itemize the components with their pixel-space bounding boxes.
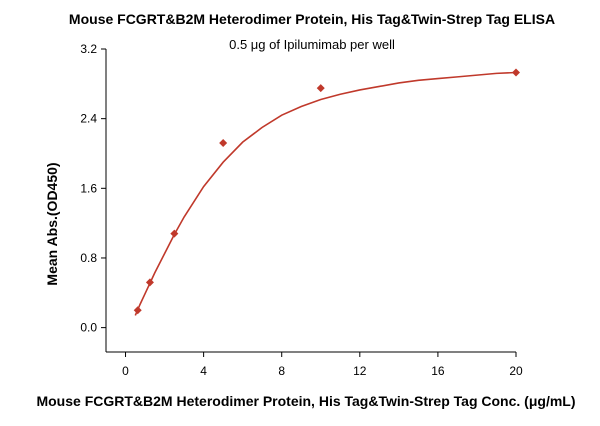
- y-tick-label: 1.6: [80, 181, 97, 195]
- data-point-marker: [512, 68, 520, 77]
- chart-title: Mouse FCGRT&B2M Heterodimer Protein, His…: [69, 11, 555, 27]
- chart-subtitle: 0.5 μg of Ipilumimab per well: [229, 37, 395, 52]
- x-tick-label: 0: [122, 364, 129, 378]
- y-axis-label: Mean Abs.(OD450): [44, 162, 60, 285]
- x-axis-ticks: 0 4 8 12 16 20: [122, 352, 523, 378]
- x-tick-label: 16: [431, 364, 445, 378]
- fit-curve: [134, 71, 517, 316]
- y-tick-label: 0.0: [80, 321, 97, 335]
- y-tick-label: 2.4: [80, 112, 97, 126]
- x-tick-label: 12: [353, 364, 367, 378]
- y-tick-label: 3.2: [80, 42, 97, 56]
- x-tick-label: 8: [278, 364, 285, 378]
- x-tick-label: 20: [509, 364, 523, 378]
- y-tick-label: 0.8: [80, 251, 97, 265]
- x-axis-label: Mouse FCGRT&B2M Heterodimer Protein, His…: [36, 393, 575, 409]
- x-tick-label: 4: [200, 364, 207, 378]
- data-point-marker: [316, 84, 325, 93]
- data-markers: [133, 68, 520, 315]
- data-point-marker: [145, 278, 154, 287]
- data-point-marker: [219, 139, 228, 148]
- data-point-marker: [133, 306, 142, 315]
- data-point-marker: [170, 229, 179, 238]
- y-axis-ticks: 0.0 0.8 1.6 2.4 3.2: [80, 42, 106, 335]
